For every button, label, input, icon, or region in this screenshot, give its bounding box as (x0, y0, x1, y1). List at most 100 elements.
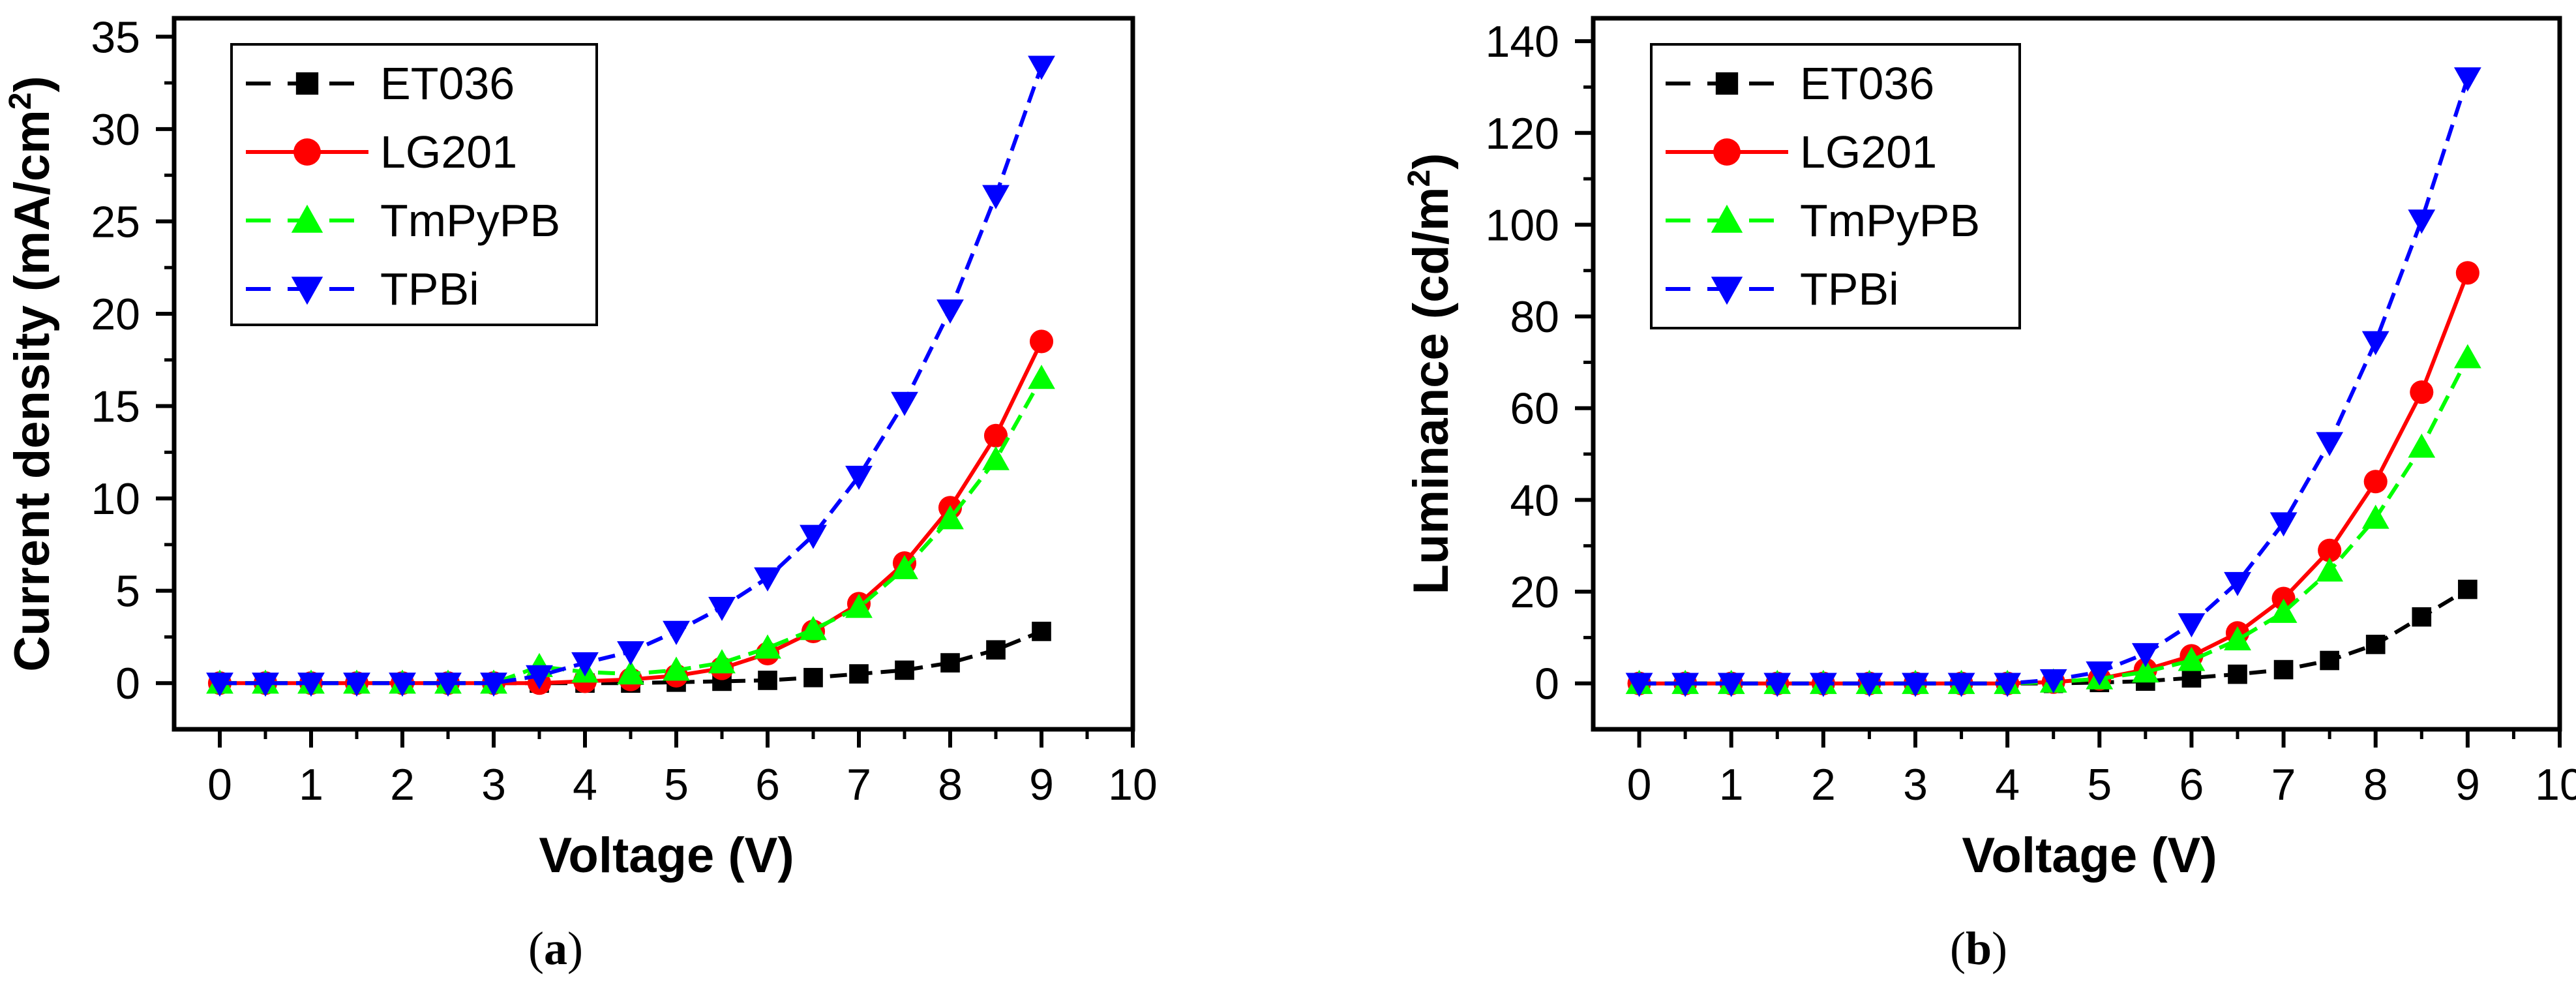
y-tick-label: 5 (115, 567, 140, 616)
data-point-et036 (2365, 635, 2386, 654)
y-tick-label: 40 (1510, 476, 1559, 525)
x-tick-label: 5 (664, 760, 689, 810)
legend-marker-et036 (295, 72, 319, 95)
y-tick-label: 20 (1510, 568, 1559, 617)
data-point-et036 (2320, 650, 2339, 671)
data-point-tpbi (297, 673, 325, 697)
legend-label-et036: ET036 (380, 58, 515, 109)
data-point-tpbi (2361, 331, 2389, 356)
panel-caption: (b) (1950, 922, 2007, 975)
caption-open: ( (528, 922, 544, 975)
data-point-et036 (1032, 622, 1051, 641)
x-tick-label: 6 (2179, 760, 2204, 810)
data-point-et036 (803, 667, 823, 688)
data-point-tmpypb (2131, 658, 2159, 683)
data-point-tpbi (845, 465, 873, 491)
x-tick-label: 7 (2271, 760, 2296, 810)
data-point-tpbi (2131, 643, 2159, 667)
legend-marker-tpbi (1711, 277, 1743, 305)
data-point-tpbi (891, 391, 918, 416)
x-tick-label: 0 (1627, 760, 1652, 810)
data-point-tpbi (1717, 673, 1745, 697)
data-point-tpbi (800, 524, 827, 549)
y-axis-title-close: ) (5, 76, 60, 92)
data-point-tpbi (2039, 669, 2067, 693)
data-point-tmpypb (800, 616, 827, 641)
legend-marker-tpbi (291, 277, 323, 305)
data-point-tpbi (434, 673, 462, 697)
data-point-tmpypb (2361, 504, 2389, 529)
caption-open: ( (1950, 922, 1966, 975)
caption-close: ) (567, 922, 583, 975)
x-axis-title: Voltage (V) (539, 828, 794, 883)
data-point-lg201 (2410, 380, 2434, 404)
data-point-tpbi (1902, 673, 1929, 697)
x-tick-label: 2 (390, 760, 415, 810)
data-point-tpbi (1855, 673, 1883, 697)
data-point-tpbi (708, 596, 736, 622)
x-tick-label: 2 (1811, 760, 1836, 810)
data-point-et036 (758, 671, 777, 690)
x-tick-label: 1 (299, 760, 323, 810)
legend-label-lg201: LG201 (1800, 127, 1937, 177)
y-axis-title: Luminance (cd/m2) (1402, 153, 1459, 594)
y-tick-label: 10 (91, 474, 140, 524)
data-point-tpbi (1028, 55, 1055, 80)
data-point-tmpypb (891, 554, 918, 579)
y-tick-label: 140 (1486, 17, 1559, 67)
data-point-tpbi (343, 673, 370, 697)
data-point-et036 (849, 664, 869, 684)
y-tick-label: 100 (1486, 200, 1559, 250)
y-axis-title: Current density (mA/cm2) (3, 76, 60, 672)
legend-label-tpbi: TPBi (1800, 264, 1899, 314)
data-point-tpbi (1809, 673, 1837, 697)
x-tick-label: 10 (1108, 760, 1158, 810)
data-point-tpbi (571, 652, 599, 676)
caption-letter: a (544, 922, 567, 975)
x-tick-label: 5 (2087, 760, 2112, 810)
data-point-tpbi (2408, 209, 2436, 234)
data-point-et036 (2273, 659, 2294, 680)
legend-marker-lg201 (1713, 138, 1741, 166)
data-point-et036 (940, 653, 960, 673)
data-point-et036 (2458, 579, 2478, 599)
data-point-tpbi (206, 673, 233, 697)
data-point-tpbi (1625, 673, 1653, 697)
data-point-et036 (2228, 664, 2247, 684)
data-point-tpbi (2224, 571, 2251, 596)
x-tick-label: 9 (2455, 760, 2480, 810)
series-line-lg201 (220, 341, 1043, 686)
data-point-tpbi (936, 299, 964, 324)
y-tick-label: 35 (91, 12, 140, 62)
data-point-tpbi (526, 665, 553, 690)
y-tick-label: 15 (91, 382, 140, 432)
data-point-tpbi (2316, 432, 2344, 457)
legend-marker-tmpypb (1711, 204, 1743, 233)
y-axis-title-close: ) (1403, 153, 1459, 169)
data-point-lg201 (1029, 329, 1054, 354)
x-tick-label: 9 (1029, 760, 1054, 810)
y-tick-label: 20 (91, 290, 140, 339)
data-point-tmpypb (2178, 646, 2206, 671)
data-point-tmpypb (936, 505, 964, 530)
data-point-et036 (2412, 607, 2432, 627)
x-tick-label: 7 (846, 760, 871, 810)
data-point-tmpypb (982, 446, 1010, 470)
data-point-tpbi (982, 185, 1010, 209)
x-tick-label: 4 (1995, 760, 2020, 810)
data-point-tpbi (1671, 673, 1700, 697)
data-point-tpbi (2453, 67, 2481, 92)
legend-label-tpbi: TPBi (380, 264, 479, 314)
panel-caption: (a) (528, 922, 583, 975)
data-point-tpbi (2086, 661, 2114, 686)
x-tick-label: 6 (755, 760, 780, 810)
data-point-tpbi (2269, 512, 2298, 537)
x-tick-label: 8 (2363, 760, 2388, 810)
plot-frame (1591, 16, 2562, 732)
data-point-lg201 (2455, 261, 2479, 285)
data-point-tmpypb (708, 649, 736, 674)
series-line-lg201 (1639, 272, 2470, 686)
y-tick-label: 0 (1535, 659, 1559, 709)
